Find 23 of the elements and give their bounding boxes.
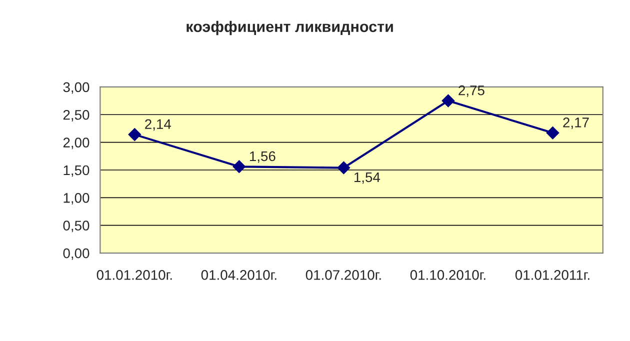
x-tick-label: 01.04.2010г. [201,270,276,280]
y-tick-label: 2,00 [63,138,90,150]
y-tick-label: 0,50 [63,220,90,232]
point [546,126,560,140]
data-label: 2,75 [458,85,484,97]
y-tick-label: 1,00 [64,193,90,204]
data-label: 1,56 [250,151,276,163]
y-tick-label: 3,00 [63,82,90,94]
point [337,161,350,174]
chart-title: коэффициент ликвидности [186,20,393,36]
data-label: 2,17 [563,118,589,130]
data-label: 1,54 [354,172,380,184]
x-tick-label: 01.01.2010г. [96,270,172,280]
point [442,94,455,108]
y-tick-label: 0,00 [63,248,90,260]
x-tick-label: 01.07.2010г. [306,270,381,280]
data-label: 2,14 [145,119,172,131]
point [128,128,142,141]
x-tick-label: 01.01.2011г. [515,270,590,280]
y-tick-label: 1,50 [64,165,90,177]
x-tick-label: 01.10.2010г. [410,270,486,280]
y-tick-label: 2,50 [63,110,90,122]
point [232,160,246,174]
